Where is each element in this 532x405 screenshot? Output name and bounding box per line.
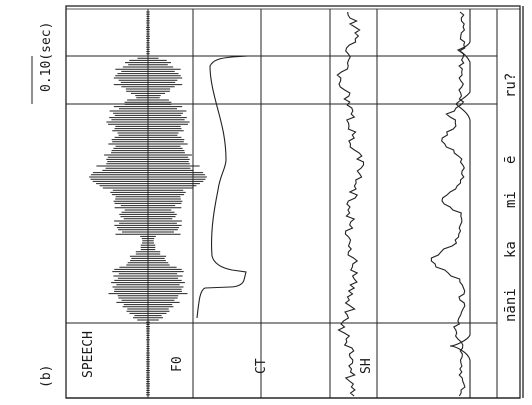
time-scale-label: 0.10(sec) [39, 22, 54, 92]
speech-waveform [89, 9, 207, 398]
channel-label-ct: CT [254, 358, 269, 374]
ct-trace [336, 11, 365, 397]
channel-label-sh: SH [359, 358, 374, 374]
segment-label: ru? [503, 73, 519, 98]
panel-label: (b) [39, 365, 54, 388]
segment-label: ka [503, 241, 519, 258]
channel-label-speech: SPEECH [81, 331, 96, 378]
channel-label-f0: F0 [170, 356, 185, 372]
f0-trace [196, 55, 249, 319]
segment-label: mi [503, 191, 519, 208]
segment-label: nāni [503, 288, 519, 322]
segment-label: ē [503, 156, 519, 164]
sh-trace [430, 11, 466, 397]
bottom-trace [449, 9, 471, 398]
